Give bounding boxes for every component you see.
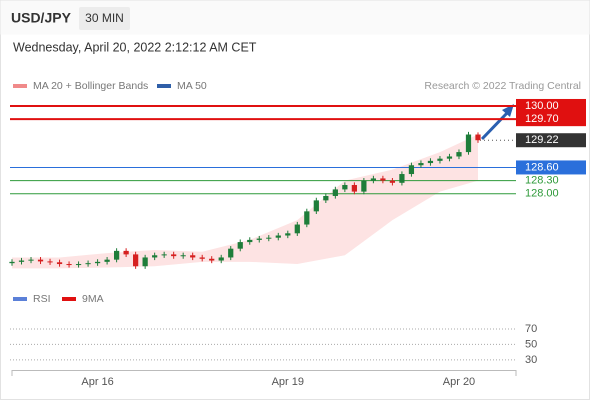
candle-body (418, 163, 424, 166)
candle-body (380, 178, 386, 181)
candle-body (304, 211, 310, 225)
candle-body (275, 235, 281, 238)
candle-body (47, 261, 53, 263)
candle-body (171, 254, 177, 257)
candle-body (323, 195, 329, 201)
level-label: 128.30 (525, 175, 559, 187)
y-tick-label: 30 (525, 354, 537, 366)
candle-body (199, 257, 205, 259)
candle-body (37, 259, 44, 262)
candle-body (475, 134, 481, 141)
candle-body (446, 156, 453, 159)
candle-body (28, 259, 34, 261)
candle-body (56, 262, 63, 265)
candle-body (218, 257, 224, 261)
candle-body (180, 255, 186, 257)
candle-body (351, 185, 357, 192)
candle-body (123, 250, 129, 255)
bollinger-band (12, 134, 478, 269)
candle-body (161, 254, 167, 256)
candle-body (209, 258, 215, 261)
candle-body (75, 264, 82, 266)
candle-body (361, 180, 367, 192)
y-tick-label: 70 (525, 323, 537, 335)
candle-body (456, 152, 462, 157)
x-tick-label: Apr 20 (443, 376, 475, 388)
candle-body (237, 242, 243, 249)
legend-label: RSI (33, 293, 51, 305)
candle-body (94, 261, 101, 264)
candle-body (437, 158, 443, 161)
candle-body (342, 185, 348, 190)
legend-label: 9MA (82, 293, 104, 305)
source: Research © 2022 Trading Central (424, 80, 581, 92)
candle-body (389, 180, 396, 183)
x-tick-label: Apr 19 (272, 376, 304, 388)
interval[interactable]: 30 MIN (85, 11, 124, 25)
candle-body (294, 224, 300, 234)
candle-body (285, 233, 291, 236)
candle-body (190, 255, 196, 258)
level-label: 129.70 (525, 113, 559, 125)
candle-body (9, 261, 15, 264)
candle-body (399, 174, 405, 183)
arrow-head (502, 104, 514, 117)
candle-body (152, 255, 158, 258)
legend-label: MA 50 (177, 80, 207, 92)
candle-body (18, 260, 25, 262)
candle-body (113, 250, 120, 260)
candle-body (142, 257, 148, 267)
candle-body (408, 165, 415, 175)
price-tag (516, 133, 586, 148)
level-label: 128.00 (525, 188, 559, 200)
candle-body (228, 248, 234, 258)
candle-body (313, 200, 319, 212)
level-tag (516, 98, 586, 113)
candle-body (247, 239, 253, 243)
level-tag (516, 160, 586, 175)
trend-arrow (480, 110, 510, 141)
y-tick-label: 50 (525, 338, 537, 350)
candle-body (256, 238, 262, 240)
x-tick-label: Apr 16 (81, 376, 113, 388)
candle-body (133, 254, 139, 267)
price-tag-label: 129.22 (525, 134, 559, 146)
candle-body (427, 160, 434, 164)
candle-body (266, 237, 272, 239)
candle-body (104, 259, 110, 262)
interval-button[interactable] (79, 7, 130, 30)
candle-body (370, 178, 377, 181)
symbol: USD/JPY (11, 10, 72, 26)
candle-body (332, 189, 338, 196)
level-label: 128.60 (525, 161, 559, 173)
datetime: Wednesday, April 20, 2022 2:12:12 AM CET (13, 40, 257, 54)
level-label: 130.00 (525, 100, 559, 112)
candle-body (85, 263, 91, 265)
legend-label: MA 20 + Bollinger Bands (33, 80, 148, 92)
candle-body (66, 264, 72, 266)
level-tag (516, 112, 586, 127)
candle-body (465, 134, 472, 153)
